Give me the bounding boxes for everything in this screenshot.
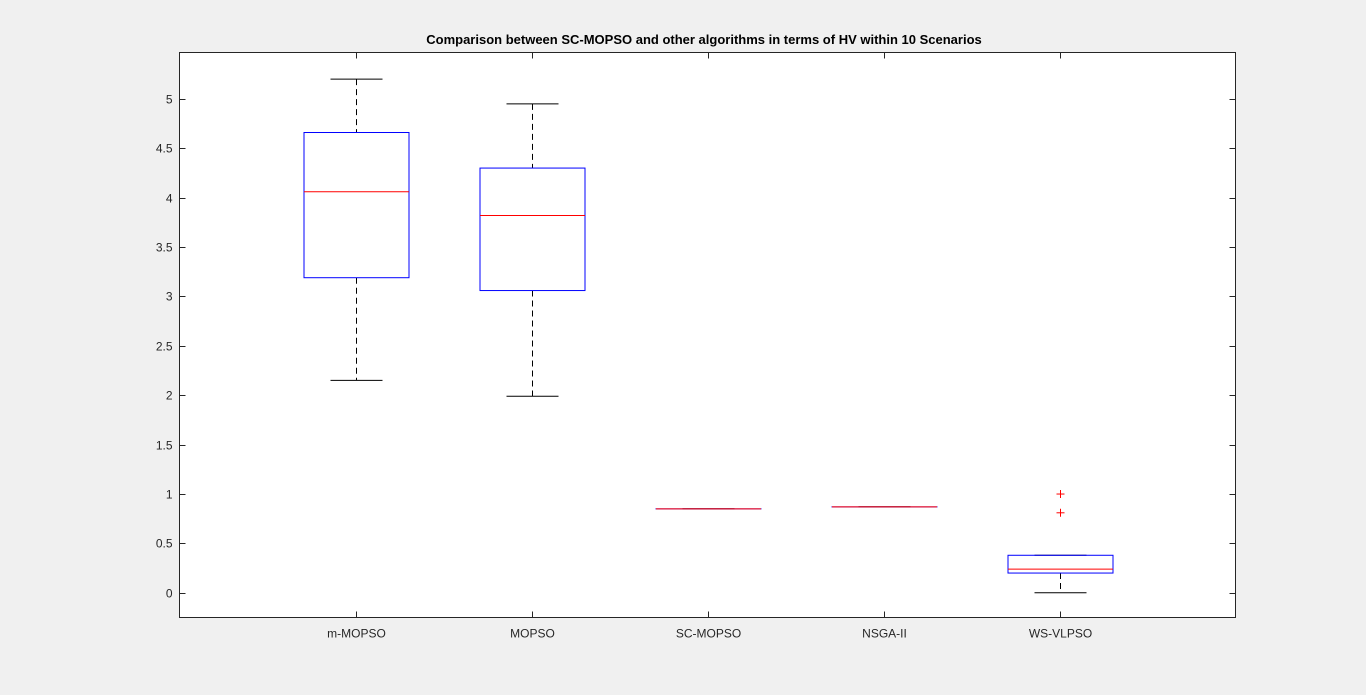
x-tick-label: WS-VLPSO <box>1029 627 1092 641</box>
iqr-box <box>303 132 410 279</box>
x-tick-label: MOPSO <box>510 627 555 641</box>
y-tick-label: 1.5 <box>156 439 173 453</box>
x-axis-tick-labels: m-MOPSO MOPSO SC-MOPSO NSGA-II WS-VLPSO <box>327 627 1092 641</box>
y-tick-label: 2.5 <box>156 340 173 354</box>
y-tick-label: 0 <box>166 587 173 601</box>
axes-area <box>179 52 1236 618</box>
y-tick-label: 5 <box>166 93 173 107</box>
y-tick-label: 2 <box>166 389 173 403</box>
y-axis-tick-labels: 0 0.5 1 1.5 2 2.5 3 3.5 4 4.5 5 <box>156 93 173 601</box>
outlier-marker <box>1056 508 1065 517</box>
outlier-marker <box>1056 490 1065 499</box>
y-tick-label: 0.5 <box>156 537 173 551</box>
box-group <box>1007 490 1114 594</box>
box-group <box>479 103 586 397</box>
axis-ticks <box>179 52 1236 618</box>
x-tick-label: SC-MOPSO <box>676 627 741 641</box>
box-group <box>303 78 410 381</box>
y-tick-label: 3.5 <box>156 241 173 255</box>
x-tick-label: NSGA-II <box>862 627 907 641</box>
iqr-box <box>479 167 586 292</box>
chart-title: Comparison between SC-MOPSO and other al… <box>426 32 981 47</box>
axes-frame <box>179 52 1236 618</box>
y-tick-label: 4.5 <box>156 142 173 156</box>
boxplot-series <box>303 78 1114 594</box>
iqr-box <box>1007 554 1114 574</box>
y-tick-label: 4 <box>166 192 173 206</box>
x-tick-label: m-MOPSO <box>327 627 386 641</box>
y-tick-label: 1 <box>166 488 173 502</box>
y-tick-label: 3 <box>166 290 173 304</box>
